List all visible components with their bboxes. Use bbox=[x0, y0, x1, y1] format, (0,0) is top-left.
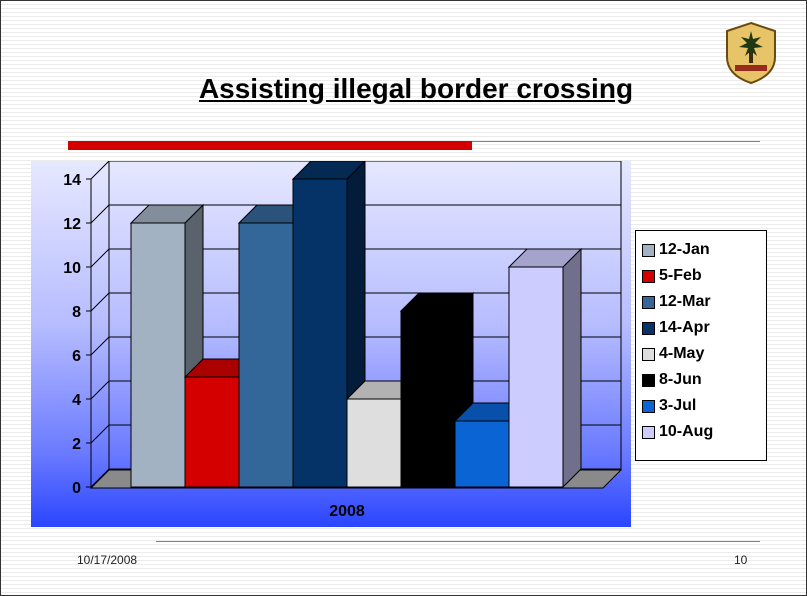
legend-item: 8-Jun bbox=[642, 367, 766, 393]
legend-item: 3-Jul bbox=[642, 393, 766, 419]
legend-swatch bbox=[642, 243, 655, 257]
x-category-label: 2008 bbox=[329, 503, 365, 520]
y-tick-label: 6 bbox=[72, 348, 81, 365]
slide-title: Assisting illegal border crossing bbox=[198, 73, 634, 104]
emblem-logo bbox=[726, 21, 776, 85]
top-divider bbox=[472, 141, 760, 142]
bar-10-aug bbox=[508, 266, 564, 488]
gridline-depth bbox=[90, 336, 110, 356]
y-tick-label: 14 bbox=[63, 172, 81, 189]
gridline-depth bbox=[90, 204, 110, 224]
legend-item: 5-Feb bbox=[642, 263, 766, 289]
title-accent-bar bbox=[68, 141, 472, 150]
legend-swatch bbox=[642, 425, 655, 439]
legend-item: 10-Aug bbox=[642, 419, 766, 445]
legend-swatch bbox=[642, 347, 655, 361]
gridline-depth bbox=[90, 292, 110, 312]
chart-area: 0 2 4 6 8 10 12 14 2008 bbox=[31, 161, 631, 527]
bar-4-may bbox=[346, 398, 402, 488]
bar-14-apr bbox=[292, 178, 348, 488]
legend-label: 8-Jun bbox=[659, 371, 702, 388]
legend-item: 12-Jan bbox=[642, 237, 766, 263]
gridline-depth bbox=[90, 424, 110, 444]
gridline-depth bbox=[90, 380, 110, 400]
legend-item: 12-Mar bbox=[642, 289, 766, 315]
gridline-depth bbox=[90, 248, 110, 268]
y-tick-label: 12 bbox=[63, 216, 81, 233]
legend-label: 10-Aug bbox=[659, 423, 714, 440]
legend-label: 14-Apr bbox=[659, 319, 710, 336]
legend-swatch bbox=[642, 373, 655, 387]
gridline-depth bbox=[90, 468, 110, 488]
chart-legend: 12-Jan 5-Feb 12-Mar 14-Apr 4-May 8-Jun 3-Jul 10… bbox=[635, 230, 767, 461]
gridline-depth bbox=[90, 161, 110, 180]
legend-item: 14-Apr bbox=[642, 315, 766, 341]
bar-side bbox=[562, 247, 582, 489]
legend-label: 12-Jan bbox=[659, 241, 710, 258]
y-tick-label: 4 bbox=[72, 392, 81, 409]
footer-date: 10/17/2008 bbox=[77, 553, 138, 567]
bar-12-jan bbox=[130, 222, 186, 488]
bar-chart: 0 2 4 6 8 10 12 14 2008 bbox=[63, 161, 623, 520]
legend-label: 12-Mar bbox=[659, 293, 711, 310]
legend-swatch bbox=[642, 269, 655, 283]
bar-8-jun bbox=[400, 310, 456, 488]
legend-swatch bbox=[642, 295, 655, 309]
y-tick-label: 0 bbox=[72, 480, 81, 497]
y-tick-label: 2 bbox=[72, 436, 81, 453]
y-tick-label: 8 bbox=[72, 304, 81, 321]
bar-12-mar bbox=[238, 222, 294, 488]
legend-swatch bbox=[642, 399, 655, 413]
bar-5-feb bbox=[184, 376, 240, 488]
legend-item: 4-May bbox=[642, 341, 766, 367]
bottom-divider bbox=[156, 541, 760, 542]
legend-swatch bbox=[642, 321, 655, 335]
legend-label: 5-Feb bbox=[659, 267, 702, 284]
y-tick-label: 10 bbox=[63, 260, 81, 277]
legend-label: 4-May bbox=[659, 345, 705, 362]
bar-3-jul bbox=[454, 420, 510, 488]
page-number: 10 bbox=[734, 553, 748, 567]
legend-label: 3-Jul bbox=[659, 397, 697, 414]
